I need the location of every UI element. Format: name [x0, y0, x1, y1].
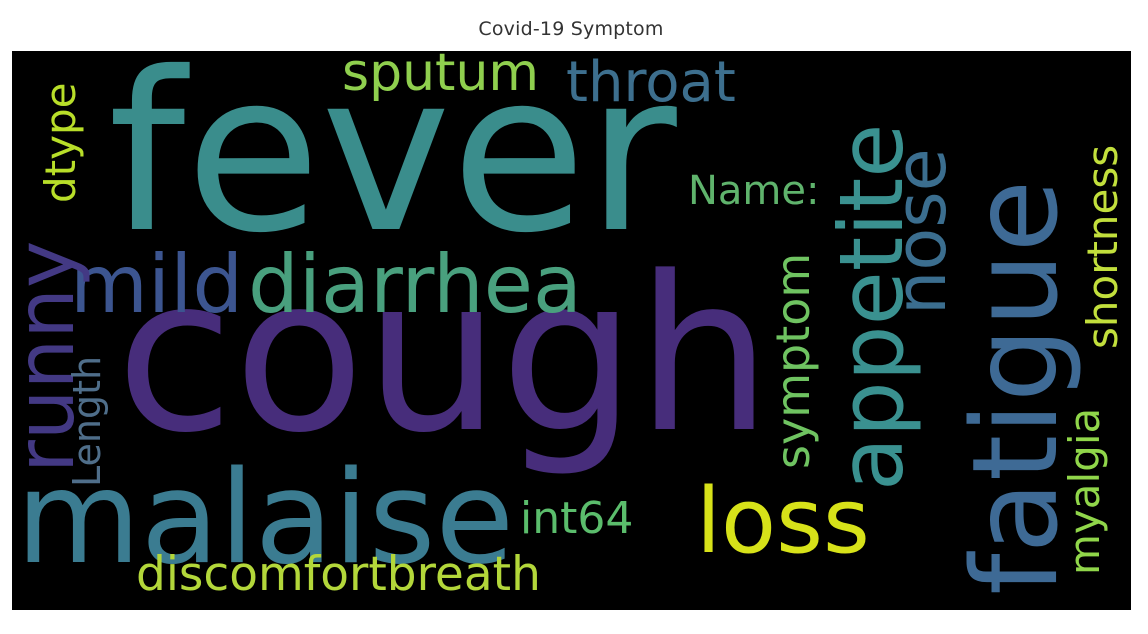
word-cloud: fever cough malaise fatigue appetite dia…	[12, 51, 1131, 610]
word-fatigue: fatigue	[946, 179, 1084, 595]
word-length: Length	[65, 355, 109, 487]
word-fever: fever	[108, 51, 677, 281]
word-nose: nose	[880, 148, 962, 315]
word-loss: loss	[696, 469, 870, 574]
word-myalgia: myalgia	[1060, 407, 1109, 575]
word-dtype: dtype	[36, 82, 85, 203]
figure-title: Covid-19 Symptom	[478, 18, 664, 40]
word-sputum: sputum	[342, 51, 540, 103]
word-symptom: symptom	[766, 252, 820, 469]
word-mild: mild	[70, 238, 244, 331]
word-name: Name:	[688, 168, 820, 214]
word-int64: int64	[520, 493, 634, 544]
word-throat: throat	[566, 51, 736, 115]
word-malaise: malaise	[16, 444, 515, 593]
word-diarrhea: diarrhea	[248, 238, 582, 331]
word-discomfortbreath: discomfortbreath	[136, 547, 541, 602]
word-shortness: shortness	[1078, 144, 1127, 349]
word-cough: cough	[116, 231, 772, 480]
